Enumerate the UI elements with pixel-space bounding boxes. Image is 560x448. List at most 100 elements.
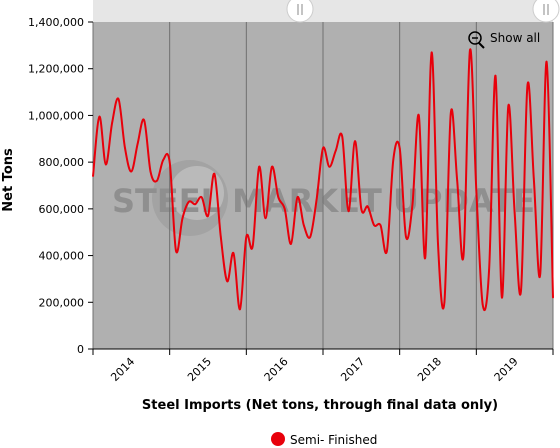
x-tick-label: 2014 [108, 355, 137, 384]
data-point[interactable] [450, 112, 452, 114]
data-point[interactable] [175, 250, 177, 252]
data-point[interactable] [539, 273, 541, 276]
data-point[interactable] [245, 236, 248, 238]
data-point[interactable] [398, 147, 401, 149]
data-point[interactable] [366, 205, 369, 208]
legend-label: Semi- Finished [290, 433, 377, 447]
data-point[interactable] [494, 74, 497, 77]
data-point[interactable] [475, 189, 478, 191]
y-tick-label: 200,000 [39, 296, 85, 309]
data-point[interactable] [347, 210, 350, 212]
data-point[interactable] [111, 121, 113, 124]
data-point[interactable] [462, 254, 465, 257]
data-point[interactable] [207, 215, 209, 217]
data-point[interactable] [315, 198, 318, 201]
y-axis: 0 200,000 400,000 600,000 800,000 1,000,000 1,… [28, 16, 93, 356]
x-tick-label: 2019 [492, 355, 521, 384]
data-point[interactable] [296, 196, 299, 198]
data-point[interactable] [411, 203, 414, 205]
data-point[interactable] [328, 166, 331, 168]
data-point[interactable] [105, 163, 107, 166]
data-point[interactable] [98, 115, 101, 118]
show-all-button[interactable]: Show all [468, 31, 540, 49]
data-point[interactable] [303, 224, 305, 226]
data-point[interactable] [437, 243, 439, 245]
data-point[interactable] [322, 147, 324, 149]
data-point[interactable] [200, 196, 203, 198]
data-point[interactable] [360, 208, 363, 210]
navigator-left-handle[interactable] [286, 0, 314, 23]
data-point[interactable] [379, 224, 382, 226]
data-point[interactable] [309, 236, 312, 238]
data-point[interactable] [341, 135, 344, 138]
data-point[interactable] [130, 170, 133, 173]
data-point[interactable] [143, 119, 145, 121]
data-point[interactable] [162, 159, 165, 161]
data-point[interactable] [213, 173, 216, 175]
data-point[interactable] [117, 98, 120, 100]
zoom-out-icon [468, 31, 485, 49]
x-tick-label: 2018 [415, 355, 444, 384]
data-point[interactable] [181, 217, 184, 219]
series-group [92, 48, 554, 312]
data-point[interactable] [251, 245, 254, 247]
data-point[interactable] [264, 217, 267, 219]
data-point[interactable] [501, 296, 503, 299]
data-point[interactable] [124, 147, 126, 149]
data-point[interactable] [443, 301, 446, 304]
data-point[interactable] [552, 296, 554, 299]
data-point[interactable] [405, 236, 407, 238]
y-tick-label: 600,000 [39, 203, 85, 216]
data-point[interactable] [156, 180, 158, 182]
data-point[interactable] [136, 142, 139, 145]
data-point[interactable] [258, 166, 260, 168]
data-point[interactable] [507, 105, 510, 107]
data-point[interactable] [469, 49, 471, 51]
legend-swatch [271, 432, 285, 446]
data-point[interactable] [168, 161, 171, 163]
data-point[interactable] [149, 170, 152, 173]
y-tick-label: 800,000 [39, 156, 85, 169]
data-point[interactable] [418, 114, 420, 117]
x-tick-label: 2016 [262, 355, 291, 384]
data-point[interactable] [271, 166, 273, 168]
data-point[interactable] [283, 208, 286, 210]
data-point[interactable] [424, 257, 427, 259]
data-point[interactable] [520, 289, 522, 292]
data-point[interactable] [533, 177, 535, 180]
x-tick-label: 2015 [185, 355, 214, 384]
x-axis: 2014 2015 2016 2017 2018 2019 [92, 348, 554, 384]
y-tick-label: 0 [77, 343, 84, 356]
data-point[interactable] [430, 51, 433, 54]
y-tick-label: 1,200,000 [28, 63, 84, 76]
data-point[interactable] [526, 84, 529, 86]
data-point[interactable] [392, 159, 395, 161]
y-tick-label: 400,000 [39, 250, 85, 263]
data-point[interactable] [277, 196, 280, 198]
data-point[interactable] [92, 175, 94, 177]
x-axis-title: Steel Imports (Net tons, through final d… [142, 398, 498, 413]
data-point[interactable] [386, 250, 388, 252]
data-point[interactable] [373, 224, 375, 226]
navigator-right-handle[interactable] [532, 0, 560, 23]
data-point[interactable] [354, 140, 356, 142]
data-point[interactable] [545, 60, 548, 63]
data-point[interactable] [456, 180, 459, 182]
data-point[interactable] [488, 268, 490, 271]
data-point[interactable] [335, 149, 337, 152]
data-point[interactable] [226, 280, 228, 283]
legend-item[interactable]: Semi- Finished [271, 432, 377, 447]
y-axis-title: Net Tons [1, 148, 16, 212]
data-point[interactable] [513, 212, 516, 215]
navigator-track[interactable] [93, 0, 553, 22]
data-point[interactable] [481, 303, 484, 306]
data-point[interactable] [290, 243, 292, 245]
data-point[interactable] [188, 201, 190, 203]
data-point[interactable] [239, 308, 241, 311]
show-all-label: Show all [490, 31, 540, 45]
data-point[interactable] [220, 236, 222, 238]
data-point[interactable] [232, 252, 235, 254]
data-point[interactable] [194, 203, 196, 205]
navigator[interactable] [93, 0, 560, 23]
